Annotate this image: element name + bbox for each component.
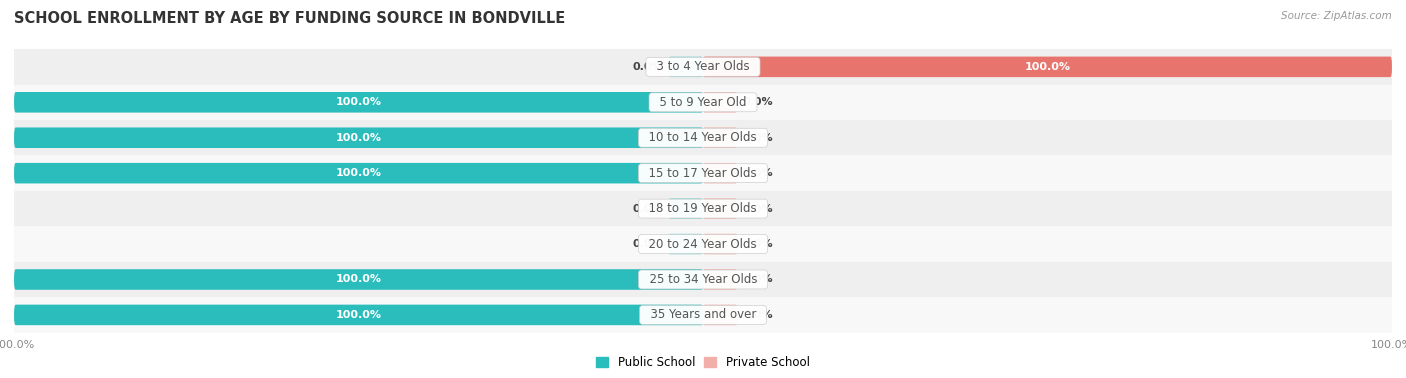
Bar <box>14 297 1392 333</box>
FancyBboxPatch shape <box>703 163 738 183</box>
Text: 0.0%: 0.0% <box>742 97 773 107</box>
Text: 100.0%: 100.0% <box>336 97 381 107</box>
Text: 0.0%: 0.0% <box>633 239 664 249</box>
FancyBboxPatch shape <box>703 269 738 290</box>
Text: 20 to 24 Year Olds: 20 to 24 Year Olds <box>641 237 765 251</box>
Text: 10 to 14 Year Olds: 10 to 14 Year Olds <box>641 131 765 144</box>
Text: 0.0%: 0.0% <box>633 204 664 214</box>
Bar <box>14 49 1392 85</box>
Bar <box>14 155 1392 191</box>
FancyBboxPatch shape <box>703 198 738 219</box>
Bar <box>14 262 1392 297</box>
Text: 100.0%: 100.0% <box>336 274 381 285</box>
Text: 100.0%: 100.0% <box>336 133 381 143</box>
FancyBboxPatch shape <box>703 57 1392 77</box>
Text: 100.0%: 100.0% <box>336 310 381 320</box>
Bar <box>14 191 1392 226</box>
FancyBboxPatch shape <box>14 127 703 148</box>
Text: 100.0%: 100.0% <box>1025 62 1070 72</box>
Text: 35 Years and over: 35 Years and over <box>643 308 763 321</box>
Text: 3 to 4 Year Olds: 3 to 4 Year Olds <box>650 60 756 73</box>
FancyBboxPatch shape <box>703 234 738 254</box>
Text: 0.0%: 0.0% <box>742 204 773 214</box>
Text: 0.0%: 0.0% <box>742 133 773 143</box>
FancyBboxPatch shape <box>703 127 738 148</box>
Text: 100.0%: 100.0% <box>336 168 381 178</box>
Text: 25 to 34 Year Olds: 25 to 34 Year Olds <box>641 273 765 286</box>
Text: 18 to 19 Year Olds: 18 to 19 Year Olds <box>641 202 765 215</box>
Text: 0.0%: 0.0% <box>742 168 773 178</box>
Text: 0.0%: 0.0% <box>742 274 773 285</box>
Legend: Public School, Private School: Public School, Private School <box>596 356 810 369</box>
Bar <box>14 85 1392 120</box>
FancyBboxPatch shape <box>669 57 703 77</box>
FancyBboxPatch shape <box>14 92 703 113</box>
Bar <box>14 226 1392 262</box>
FancyBboxPatch shape <box>14 305 703 325</box>
FancyBboxPatch shape <box>703 92 738 113</box>
Text: 5 to 9 Year Old: 5 to 9 Year Old <box>652 96 754 109</box>
Text: 0.0%: 0.0% <box>633 62 664 72</box>
Text: 0.0%: 0.0% <box>742 239 773 249</box>
Text: 15 to 17 Year Olds: 15 to 17 Year Olds <box>641 167 765 180</box>
FancyBboxPatch shape <box>703 305 738 325</box>
Text: SCHOOL ENROLLMENT BY AGE BY FUNDING SOURCE IN BONDVILLE: SCHOOL ENROLLMENT BY AGE BY FUNDING SOUR… <box>14 11 565 26</box>
Text: Source: ZipAtlas.com: Source: ZipAtlas.com <box>1281 11 1392 21</box>
FancyBboxPatch shape <box>669 198 703 219</box>
FancyBboxPatch shape <box>14 269 703 290</box>
FancyBboxPatch shape <box>669 234 703 254</box>
Bar <box>14 120 1392 155</box>
FancyBboxPatch shape <box>14 163 703 183</box>
Text: 0.0%: 0.0% <box>742 310 773 320</box>
